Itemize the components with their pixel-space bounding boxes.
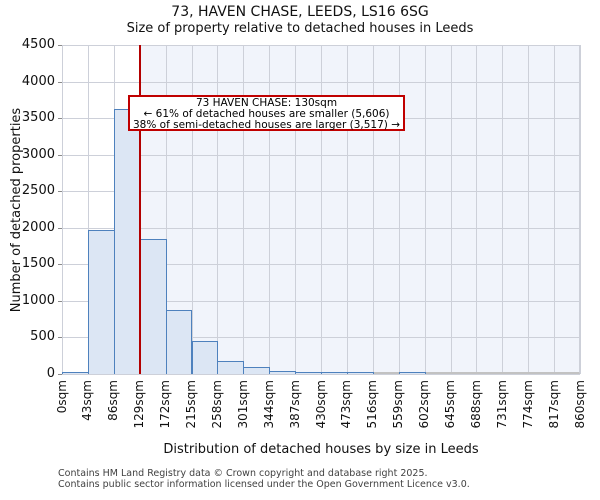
gridline (165, 45, 167, 374)
y-tick-mark (58, 337, 62, 339)
x-axis-title: Distribution of detached houses by size … (163, 442, 479, 457)
x-tick-label: 301sqm (235, 380, 250, 429)
y-tick-label: 1500 (21, 256, 55, 272)
histogram-bar (295, 372, 322, 374)
x-tick-label: 516sqm (365, 380, 380, 429)
y-tick-label: 500 (30, 329, 55, 345)
x-tick-label: 0sqm (54, 380, 69, 414)
x-tick-label: 774sqm (520, 380, 535, 429)
gridline (62, 154, 580, 156)
y-tick-label: 3500 (21, 110, 55, 126)
histogram-bar (243, 367, 271, 374)
gridline (191, 45, 193, 374)
x-tick-label: 731sqm (494, 380, 509, 429)
annotation-larger-line: 38% of semi-detached houses are larger (… (132, 119, 400, 131)
x-tick-label: 645sqm (443, 380, 457, 429)
x-tick-label: 215sqm (184, 380, 198, 429)
gridline (269, 45, 271, 374)
annotation-property-line: 73 HAVEN CHASE: 130sqm (195, 97, 338, 109)
gridline (62, 227, 580, 229)
histogram-bar (139, 238, 167, 374)
plot-area: 73 HAVEN CHASE: 130sqm ← 61% of detached… (62, 45, 581, 375)
histogram-bar (62, 372, 89, 374)
y-tick-mark (58, 374, 62, 375)
y-tick-mark (58, 227, 62, 229)
y-tick-label: 2500 (21, 183, 55, 199)
property-size-marker-line (139, 45, 142, 374)
gridline (87, 45, 89, 374)
gridline (372, 45, 374, 374)
gridline (62, 337, 580, 339)
histogram-bar (398, 372, 426, 374)
gridline (295, 45, 297, 374)
histogram-bar (191, 341, 219, 374)
x-tick-label: 602sqm (417, 380, 432, 429)
chart-subtitle: Size of property relative to detached ho… (126, 21, 474, 36)
gridline (528, 45, 530, 374)
y-tick-label: 4000 (21, 73, 55, 89)
x-tick-label: 688sqm (468, 380, 483, 429)
y-tick-label: 3000 (21, 146, 55, 162)
gridline (321, 45, 322, 374)
y-tick-label: 2000 (21, 219, 55, 235)
gridline (476, 45, 478, 374)
annotation-smaller-line: ← 61% of detached houses are smaller (5,… (143, 108, 390, 120)
x-tick-label: 473sqm (339, 380, 354, 429)
footer-line-2: Contains public sector information licen… (58, 479, 470, 490)
gridline (62, 374, 580, 375)
x-tick-label: 860sqm (572, 380, 587, 429)
histogram-bar (269, 370, 297, 374)
gridline (243, 45, 245, 374)
y-tick-mark (58, 300, 62, 302)
gridline (424, 45, 426, 374)
y-tick-mark (58, 45, 62, 46)
histogram-bar (321, 372, 348, 374)
histogram-bar (113, 108, 141, 374)
x-tick-label: 344sqm (261, 380, 276, 429)
x-tick-label: 817sqm (546, 380, 561, 429)
histogram-bar (346, 372, 374, 374)
gridline (398, 45, 400, 374)
y-tick-mark (58, 154, 62, 156)
gridline (580, 45, 581, 374)
y-tick-label: 0 (46, 366, 55, 381)
y-tick-label: 1000 (21, 292, 55, 308)
histogram-bar (87, 229, 115, 374)
histogram-bar (217, 360, 245, 374)
x-tick-label: 387sqm (287, 380, 302, 429)
x-tick-label: 258sqm (209, 380, 224, 429)
y-tick-label: 4500 (21, 37, 55, 52)
x-tick-label: 86sqm (106, 380, 121, 421)
x-tick-label: 43sqm (80, 380, 95, 421)
gridline (502, 45, 504, 374)
gridline (346, 45, 348, 374)
histogram-bar (165, 310, 193, 374)
x-tick-label: 430sqm (313, 380, 328, 429)
property-annotation-box: 73 HAVEN CHASE: 130sqm ← 61% of detached… (128, 95, 405, 131)
footer-attribution: Contains HM Land Registry data © Crown c… (58, 468, 470, 490)
gridline (62, 191, 580, 193)
chart-title: 73, HAVEN CHASE, LEEDS, LS16 6SG (171, 4, 429, 20)
gridline (450, 45, 452, 374)
y-tick-mark (58, 81, 62, 83)
gridline (62, 45, 63, 374)
gridline (62, 81, 580, 83)
gridline (554, 45, 556, 374)
y-tick-mark (58, 118, 62, 120)
footer-line-1: Contains HM Land Registry data © Crown c… (58, 468, 428, 479)
y-tick-mark (58, 191, 62, 193)
x-tick-label: 172sqm (158, 380, 173, 429)
gridline (62, 300, 580, 302)
x-tick-label: 559sqm (391, 380, 406, 429)
x-tick-label: 129sqm (132, 380, 147, 429)
y-tick-mark (58, 264, 62, 266)
gridline (62, 264, 580, 266)
gridline (217, 45, 219, 374)
y-axis-title: Number of detached properties (9, 107, 24, 313)
